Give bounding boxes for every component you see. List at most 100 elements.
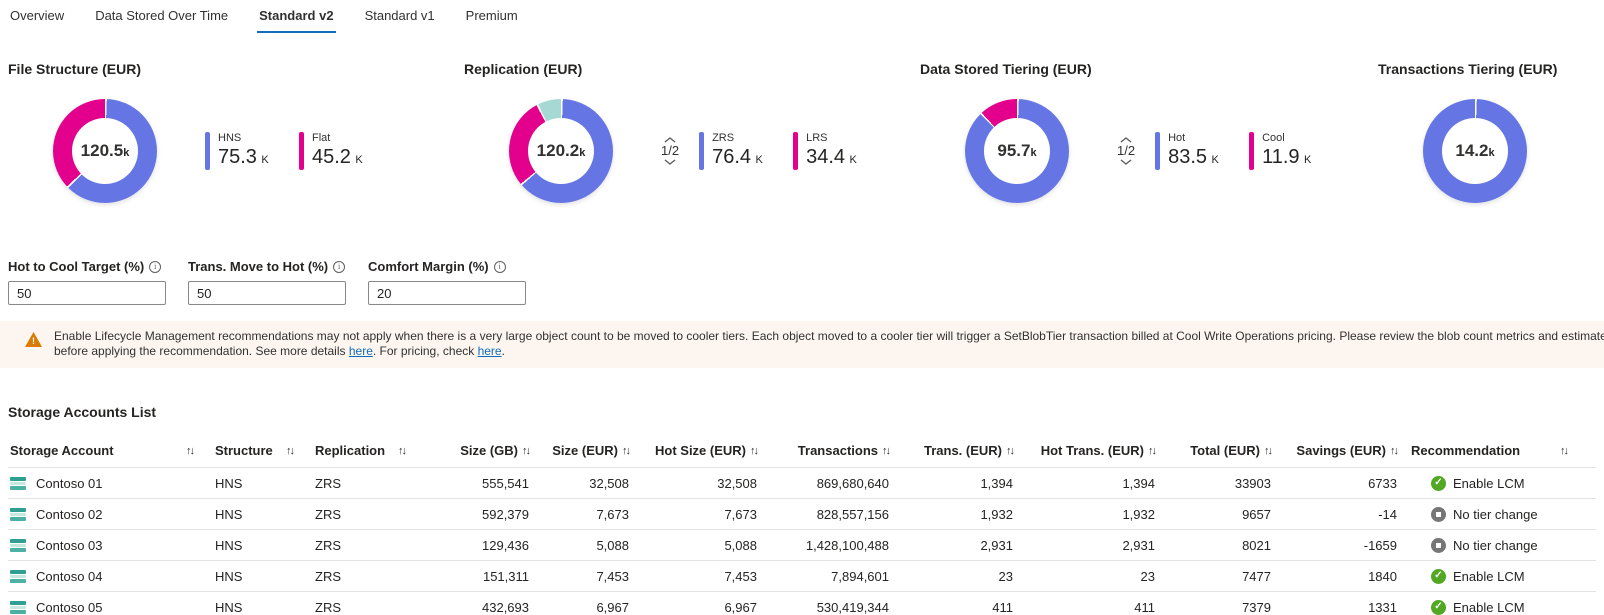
info-icon[interactable]: i (333, 260, 346, 273)
column-header-replication[interactable]: Replication ↑↓ (313, 443, 425, 458)
column-header-structure[interactable]: Structure ↑↓ (213, 443, 313, 458)
donut-chart[interactable]: 120.2k (509, 99, 613, 203)
sort-arrows-icon[interactable]: ↑↓ (882, 444, 891, 457)
sort-arrows-icon[interactable]: ↑↓ (750, 444, 759, 457)
sort-arrows-icon[interactable]: ↑↓ (1560, 444, 1569, 457)
column-header-size-gb[interactable]: Size (GB) ↑↓ (425, 443, 541, 458)
storage-accounts-table: Storage Account ↑↓ Structure ↑↓ Replication ↑… (8, 434, 1596, 615)
legend-value: 76.4 (712, 146, 752, 168)
cell-transactions: 828,557,156 (816, 506, 889, 522)
column-header-recommendation[interactable]: Recommendation ↑↓ (1409, 443, 1587, 458)
cell-storage-account[interactable]: Contoso 03 (8, 538, 213, 553)
column-header-savings-eur[interactable]: Savings (EUR) ↑↓ (1283, 443, 1409, 458)
donut-center: 95.7k (984, 118, 1050, 184)
sort-arrows-icon[interactable]: ↑↓ (1148, 444, 1157, 457)
donut-chart[interactable]: 14.2k (1423, 99, 1527, 203)
cell-hot-trans-eur: 1,394 (1122, 475, 1155, 491)
legend-unit: K (849, 154, 857, 166)
cell-trans-eur: 1,394 (980, 475, 1013, 491)
chevron-down-icon[interactable] (663, 158, 677, 166)
legend-page-indicator: 1/2 (661, 143, 680, 158)
tab-premium[interactable]: Premium (464, 6, 520, 33)
legend-color-swatch (205, 132, 210, 170)
cell-size-gb: 555,541 (482, 475, 529, 491)
legend-color-swatch (299, 132, 304, 170)
column-header-trans-eur[interactable]: Trans. (EUR) ↑↓ (901, 443, 1025, 458)
cell-size-eur: 6,967 (596, 599, 629, 615)
cell-storage-account[interactable]: Contoso 01 (8, 476, 213, 491)
no-change-circle-icon (1431, 537, 1446, 553)
legend-color-swatch (699, 132, 705, 170)
column-header-size-eur[interactable]: Size (EUR) ↑↓ (541, 443, 641, 458)
donut-center-value: 95.7 (997, 141, 1031, 160)
recommendation-label: Enable LCM (1453, 475, 1525, 491)
details-link[interactable]: here (348, 344, 373, 358)
table-row-contoso-05[interactable]: Contoso 05 HNS ZRS 432,693 6,967 6,967 5… (8, 592, 1596, 615)
cell-recommendation: ✓ Enable LCM (1409, 475, 1587, 491)
column-header-hot-trans-eur[interactable]: Hot Trans. (EUR) ↑↓ (1025, 443, 1167, 458)
chevron-up-icon[interactable] (663, 136, 677, 144)
input-hot-to-cool-target[interactable] (8, 281, 166, 305)
sort-arrows-icon[interactable]: ↑↓ (286, 444, 295, 457)
cell-size-gb: 592,379 (482, 506, 529, 522)
tab-overview[interactable]: Overview (8, 6, 66, 33)
info-icon[interactable]: i (149, 260, 162, 273)
legend-label: Hot (1168, 132, 1186, 144)
column-header-hot-size-eur[interactable]: Hot Size (EUR) ↑↓ (641, 443, 769, 458)
cell-transactions: 1,428,100,488 (805, 537, 889, 553)
cell-storage-account[interactable]: Contoso 04 (8, 569, 213, 584)
warning-banner: ! Enable Lifecycle Management recommenda… (0, 321, 1604, 368)
chevron-up-icon[interactable] (1119, 136, 1133, 144)
cell-size-eur: 32,508 (589, 475, 629, 491)
column-header-label: Size (GB) (460, 443, 518, 458)
sort-arrows-icon[interactable]: ↑↓ (398, 444, 407, 457)
donut-chart[interactable]: 120.5k (53, 99, 157, 203)
legend-label: LRS (806, 132, 828, 144)
legend-item-zrs: ZRS 76.4 K (699, 132, 777, 170)
input-comfort-margin[interactable] (368, 281, 526, 305)
tab-data-stored-over-time[interactable]: Data Stored Over Time (93, 6, 230, 33)
tab-label: Standard v1 (364, 8, 435, 23)
check-circle-icon: ✓ (1431, 599, 1446, 615)
pricing-link[interactable]: here (477, 344, 502, 358)
table-row-contoso-01[interactable]: Contoso 01 HNS ZRS 555,541 32,508 32,508… (8, 468, 1596, 499)
donut-center: 120.2k (528, 118, 594, 184)
square-icon (1436, 542, 1441, 548)
sort-arrows-icon[interactable]: ↑↓ (622, 444, 631, 457)
cell-storage-account[interactable]: Contoso 05 (8, 600, 213, 615)
storage-account-name: Contoso 01 (36, 475, 103, 491)
column-header-storage-account[interactable]: Storage Account ↑↓ (8, 443, 213, 458)
cell-size-eur: 7,673 (596, 506, 629, 522)
table-row-contoso-03[interactable]: Contoso 03 HNS ZRS 129,436 5,088 5,088 1… (8, 530, 1596, 561)
check-icon: ✓ (1434, 601, 1443, 612)
storage-account-name: Contoso 04 (36, 568, 103, 584)
chart-legend: 1/2 ZRS 76.4 K LRS 34.4 K (661, 132, 871, 170)
chevron-down-icon[interactable] (1119, 158, 1133, 166)
cell-hot-trans-eur: 1,932 (1122, 506, 1155, 522)
sort-arrows-icon[interactable]: ↑↓ (522, 444, 531, 457)
table-row-contoso-02[interactable]: Contoso 02 HNS ZRS 592,379 7,673 7,673 8… (8, 499, 1596, 530)
cell-hot-size-eur: 6,967 (724, 599, 757, 615)
cell-storage-account[interactable]: Contoso 02 (8, 507, 213, 522)
column-header-label: Trans. (EUR) (923, 443, 1002, 458)
recommendation-label: Enable LCM (1453, 599, 1525, 615)
column-header-transactions[interactable]: Transactions ↑↓ (769, 443, 901, 458)
tab-standard-v1[interactable]: Standard v1 (363, 6, 437, 33)
cell-hot-size-eur: 7,673 (724, 506, 757, 522)
tab-standard-v2[interactable]: Standard v2 (257, 6, 336, 33)
sort-arrows-icon[interactable]: ↑↓ (1390, 444, 1399, 457)
legend-unit: K (1303, 154, 1312, 166)
cell-replication: ZRS (315, 599, 341, 615)
sort-arrows-icon[interactable]: ↑↓ (1006, 444, 1015, 457)
table-row-contoso-04[interactable]: Contoso 04 HNS ZRS 151,311 7,453 7,453 7… (8, 561, 1596, 592)
recommendation-label: Enable LCM (1453, 568, 1525, 584)
column-header-total-eur[interactable]: Total (EUR) ↑↓ (1167, 443, 1283, 458)
cell-structure: HNS (215, 537, 243, 553)
sort-arrows-icon[interactable]: ↑↓ (1264, 444, 1273, 457)
cell-hot-size-eur: 32,508 (717, 475, 757, 491)
donut-chart[interactable]: 95.7k (965, 99, 1069, 203)
charts-row: File Structure (EUR) 120.5k HNS 75.3 K F… (0, 61, 1604, 233)
info-icon[interactable]: i (493, 260, 506, 273)
input-trans-move-to-hot[interactable] (188, 281, 346, 305)
sort-arrows-icon[interactable]: ↑↓ (186, 444, 195, 457)
